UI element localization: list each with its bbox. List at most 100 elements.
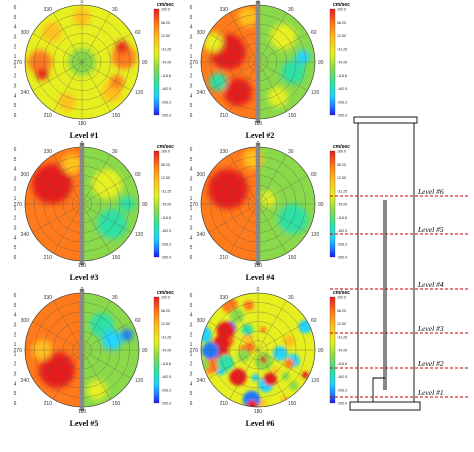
angle-label: 330 — [220, 295, 229, 301]
angle-label: 150 — [288, 401, 297, 407]
radial-label: 5 — [14, 303, 17, 309]
radial-label: 6 — [190, 5, 193, 11]
angle-label: 210 — [44, 401, 53, 407]
pole-shadow — [255, 1, 261, 123]
colorbar-tick: 56.25 — [337, 21, 346, 25]
radial-label: 4 — [190, 313, 193, 319]
angle-label: 240 — [197, 232, 206, 238]
radial-label: 1 — [190, 64, 193, 70]
radial-label: 1 — [190, 342, 193, 348]
angle-label: 120 — [135, 232, 144, 238]
angle-label: 90 — [142, 202, 148, 208]
radial-label: 2 — [190, 186, 193, 192]
angle-label: 120 — [311, 232, 320, 238]
colorbar — [153, 150, 160, 258]
angle-label: 60 — [135, 30, 141, 36]
colorbar-tick: -206.3 — [161, 100, 171, 104]
radial-label: 6 — [14, 255, 17, 261]
colorbar-tick: -31.25 — [337, 189, 347, 193]
angle-label: 270 — [190, 348, 199, 354]
colorbar-tick: -75.00 — [337, 61, 347, 65]
angle-label: 300 — [21, 30, 30, 36]
angle-label: 90 — [142, 60, 148, 66]
angle-label: 270 — [14, 202, 23, 208]
angle-label: 270 — [190, 60, 199, 66]
radial-label: 5 — [14, 391, 17, 397]
angle-label: 90 — [318, 202, 324, 208]
polar-panel: 0 30 330 60 300 90 270 120 240 150 210 180 6 5 4 3 2 1 1 2 3… — [190, 0, 351, 140]
angle-label: 270 — [14, 60, 23, 66]
colorbar-unit: cm/sec — [157, 144, 174, 150]
radial-label: 3 — [190, 176, 193, 182]
angle-label: 300 — [21, 172, 30, 178]
radial-label: 2 — [14, 362, 17, 368]
radial-label: 3 — [190, 322, 193, 328]
colorbar-tick: -75.00 — [337, 203, 347, 207]
radial-label: 3 — [190, 34, 193, 40]
angle-label: 210 — [220, 113, 229, 119]
radial-label: 3 — [14, 322, 17, 328]
angle-label: 330 — [44, 149, 53, 155]
radial-label: 1 — [190, 54, 193, 60]
colorbar-tick: -206.3 — [161, 388, 171, 392]
colorbar-unit: cm/sec — [333, 2, 350, 8]
radial-label: 4 — [14, 167, 17, 173]
colorbar-tick: 56.25 — [161, 21, 170, 25]
colorbar-tick: 56.25 — [337, 309, 346, 313]
colorbar-tick: -31.25 — [161, 189, 171, 193]
colorbar-unit: cm/sec — [157, 290, 174, 296]
radial-label: 5 — [190, 157, 193, 163]
colorbar-tick: -118.8 — [161, 216, 171, 220]
polar-panel: 0 30 330 60 300 90 270 120 240 150 210 180 6 5 4 3 2 1 1 2 3… — [190, 287, 351, 428]
angle-label: 60 — [311, 172, 317, 178]
colorbar-tick: -162.5 — [337, 229, 347, 233]
angle-label: 150 — [112, 255, 121, 261]
column-base — [349, 401, 421, 411]
colorbar-tick: -31.25 — [161, 335, 171, 339]
angle-label: 210 — [44, 255, 53, 261]
polar-panel: 0 30 330 60 300 90 270 120 240 150 210 180 6 5 4 3 2 1 1 2 3… — [14, 287, 175, 428]
pole-shadow — [255, 143, 261, 265]
radial-label: 6 — [190, 293, 193, 299]
level-label: Level #1 — [417, 388, 444, 397]
angle-label: 240 — [21, 378, 30, 384]
radial-label: 4 — [14, 235, 17, 241]
radial-label: 4 — [14, 381, 17, 387]
angle-label: 0 — [257, 141, 260, 147]
radial-label: 4 — [190, 167, 193, 173]
polar-panel: 0 30 330 60 300 90 270 120 240 150 210 180 6 5 4 3 2 1 1 2 3… — [190, 141, 351, 282]
radial-label: 1 — [190, 352, 193, 358]
angle-label: 120 — [311, 378, 320, 384]
colorbar-tick: 12.50 — [161, 34, 170, 38]
radial-label: 2 — [190, 362, 193, 368]
radial-label: 1 — [14, 342, 17, 348]
column-cap — [353, 116, 418, 124]
colorbar-tick: 12.50 — [161, 176, 170, 180]
level-label: Level #5 — [417, 225, 444, 234]
angle-label: 30 — [288, 295, 294, 301]
angle-label: 300 — [197, 30, 206, 36]
radial-label: 1 — [190, 206, 193, 212]
angle-label: 180 — [254, 263, 263, 269]
level-label: Level #2 — [417, 359, 444, 368]
colorbar-tick: -162.5 — [161, 87, 171, 91]
radial-label: 5 — [14, 103, 17, 109]
colorbar-tick: -250.0 — [337, 256, 347, 260]
colorbar-tick: -206.3 — [337, 100, 347, 104]
level-label: Level #6 — [417, 187, 444, 196]
radial-label: 2 — [14, 74, 17, 80]
colorbar-tick: -118.8 — [161, 74, 171, 78]
colorbar-tick: 12.50 — [161, 322, 170, 326]
panel-caption: Level #2 — [246, 131, 275, 140]
pole-shadow — [79, 289, 85, 411]
angle-label: 120 — [135, 90, 144, 96]
colorbar-tick: 12.50 — [337, 34, 346, 38]
angle-label: 150 — [288, 255, 297, 261]
angle-label: 0 — [257, 0, 260, 5]
colorbar-tick: -75.00 — [161, 349, 171, 353]
angle-label: 120 — [135, 378, 144, 384]
colorbar-tick: 100.0 — [337, 8, 346, 12]
colorbar-tick: -206.3 — [161, 242, 171, 246]
colorbar-unit: cm/sec — [333, 290, 350, 296]
